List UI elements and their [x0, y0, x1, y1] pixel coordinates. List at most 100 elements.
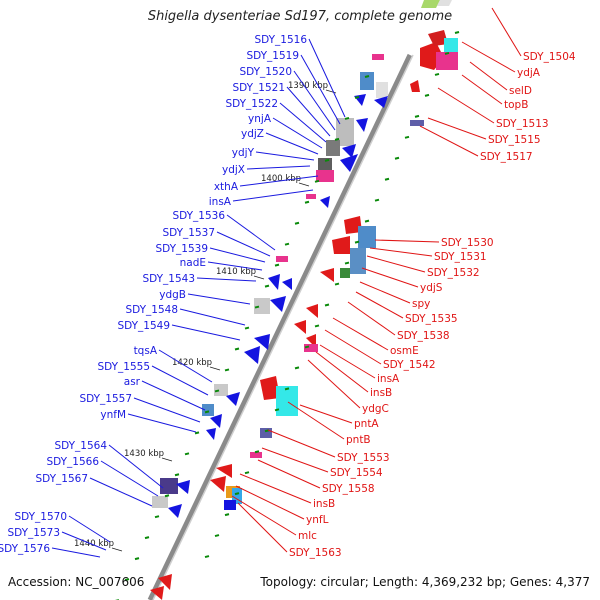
- position-tick: [244, 471, 250, 475]
- gene-box: [336, 118, 354, 146]
- position-tick: [174, 473, 180, 477]
- gene-box: [350, 248, 366, 274]
- gene-label: osmE: [390, 345, 419, 357]
- kbp-marker-leader: [111, 547, 123, 552]
- left-label-leader: [216, 231, 271, 257]
- position-tick: [434, 72, 440, 76]
- gene-label: ydjS: [420, 282, 443, 294]
- kbp-marker-label: 1440 kbp: [74, 539, 114, 549]
- gene-box: [358, 226, 376, 248]
- top-feature-edge-2: [437, 0, 452, 6]
- right-label-leader: [491, 7, 522, 57]
- position-tick: [204, 555, 210, 559]
- gene-arrow: [254, 334, 270, 350]
- right-label-leader: [267, 429, 336, 458]
- position-tick: [204, 410, 210, 414]
- gene-arrow: [294, 320, 306, 334]
- gene-arrow: [282, 278, 292, 290]
- gene-box: [306, 194, 316, 199]
- left-label-leader: [255, 151, 315, 161]
- position-tick: [224, 513, 230, 517]
- topology-text: Topology: circular; Length: 4,369,232 bp…: [260, 575, 590, 589]
- position-tick: [154, 515, 160, 519]
- kbp-marker-leader: [209, 366, 221, 371]
- position-tick: [334, 137, 340, 141]
- left-label-leader: [89, 477, 153, 507]
- gene-label: asr: [124, 376, 141, 388]
- genome-backbone-highlight: [152, 54, 414, 600]
- gene-arrow: [342, 144, 356, 158]
- gene-label: SDY_1542: [383, 359, 436, 371]
- position-tick: [304, 200, 310, 204]
- position-tick: [184, 452, 190, 456]
- position-tick: [334, 282, 340, 286]
- gene-label: xthA: [214, 181, 239, 193]
- right-label-leader: [257, 459, 321, 489]
- gene-label: selD: [509, 85, 532, 97]
- gene-box: [232, 488, 242, 504]
- gene-arrow: [158, 574, 172, 590]
- position-tick: [134, 557, 140, 561]
- left-label-leader: [158, 349, 213, 383]
- position-tick: [284, 242, 290, 246]
- position-tick: [354, 95, 360, 99]
- gene-arrow: [320, 268, 334, 282]
- left-label-leader: [226, 214, 276, 251]
- position-tick: [384, 177, 390, 181]
- right-label-leader: [332, 317, 389, 351]
- gene-arrow: [216, 464, 232, 478]
- gene-label: SDY_1554: [330, 467, 383, 479]
- gene-label: SDY_1516: [254, 34, 307, 46]
- kbp-marker-leader: [161, 457, 173, 462]
- gene-box: [360, 72, 374, 90]
- position-tick: [424, 93, 430, 97]
- kbp-marker-label: 1420 kbp: [172, 358, 212, 368]
- left-label-leader: [239, 175, 319, 187]
- right-label-leader: [374, 239, 440, 243]
- gene-box: [250, 452, 262, 458]
- genome-title: Shigella dysenteriae Sd197, complete gen…: [147, 9, 453, 24]
- gene-label: ydjY: [232, 147, 255, 159]
- gene-label: SDY_1515: [488, 134, 541, 146]
- right-label-leader: [319, 344, 376, 379]
- left-label-leader: [300, 54, 341, 125]
- right-label-leader: [324, 329, 382, 365]
- gene-label: SDY_1538: [397, 330, 450, 342]
- gene-box: [316, 170, 334, 182]
- left-label-leader: [151, 365, 209, 396]
- gene-arrow: [270, 296, 286, 312]
- position-tick: [304, 345, 310, 349]
- left-label-leader: [127, 413, 197, 433]
- position-tick: [314, 179, 320, 183]
- position-tick: [124, 578, 130, 582]
- gene-box: [340, 268, 350, 278]
- left-label-leader: [279, 102, 327, 143]
- gene-label: SDY_1566: [46, 456, 99, 468]
- gene-box: [276, 386, 298, 416]
- kbp-marker-label: 1400 kbp: [261, 174, 301, 184]
- right-label-leader: [419, 125, 479, 157]
- left-label-leader: [272, 117, 323, 149]
- gene-box: [160, 478, 178, 494]
- position-tick: [294, 221, 300, 225]
- gene-label: nadE: [180, 257, 206, 269]
- right-label-leader: [299, 404, 353, 424]
- left-label-leader: [209, 247, 266, 263]
- gene-label: SDY_1570: [14, 511, 67, 523]
- position-tick: [164, 494, 170, 498]
- gene-label: SDY_1513: [496, 118, 549, 130]
- right-label-leader: [307, 359, 361, 409]
- gene-label: SDY_1563: [289, 547, 342, 559]
- left-label-leader: [68, 515, 111, 543]
- position-tick: [274, 263, 280, 267]
- gene-label: insA: [209, 196, 232, 208]
- gene-label: SDY_1539: [155, 243, 208, 255]
- gene-arrow: [268, 274, 280, 290]
- gene-label: pntA: [354, 418, 379, 430]
- right-label-leader: [361, 267, 419, 288]
- gene-box: [276, 256, 288, 262]
- left-label-leader: [61, 531, 107, 551]
- gene-arrow: [320, 196, 330, 208]
- gene-arrow: [150, 586, 164, 600]
